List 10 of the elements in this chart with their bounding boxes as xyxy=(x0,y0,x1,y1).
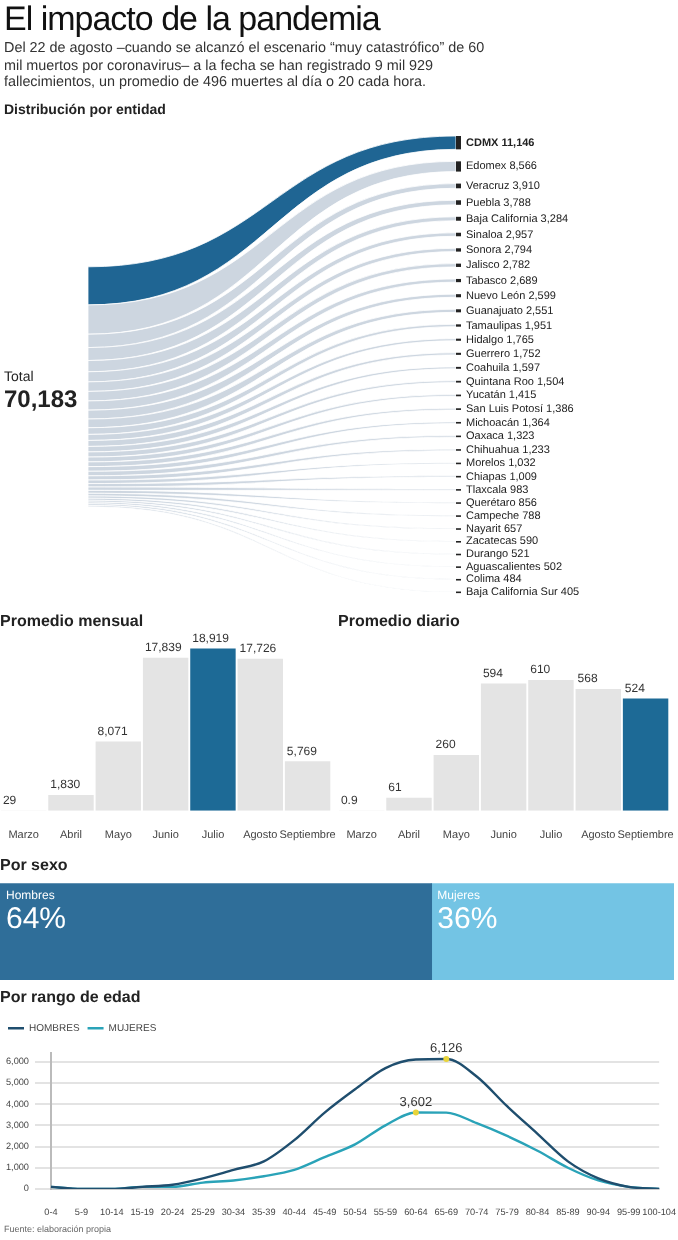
chart-title: Por sexo xyxy=(0,855,68,874)
chart-title: Por rango de edad xyxy=(0,987,141,1006)
chart-title: Promedio mensual xyxy=(0,611,144,630)
bar xyxy=(190,648,236,811)
bar xyxy=(622,697,669,811)
text: El impacto de la pandemia xyxy=(2,0,383,38)
data-label: 36% xyxy=(437,902,498,937)
chart-title: Promedio diario xyxy=(338,611,461,630)
text: 70,183 xyxy=(4,384,79,413)
data-label: 64% xyxy=(6,902,67,937)
